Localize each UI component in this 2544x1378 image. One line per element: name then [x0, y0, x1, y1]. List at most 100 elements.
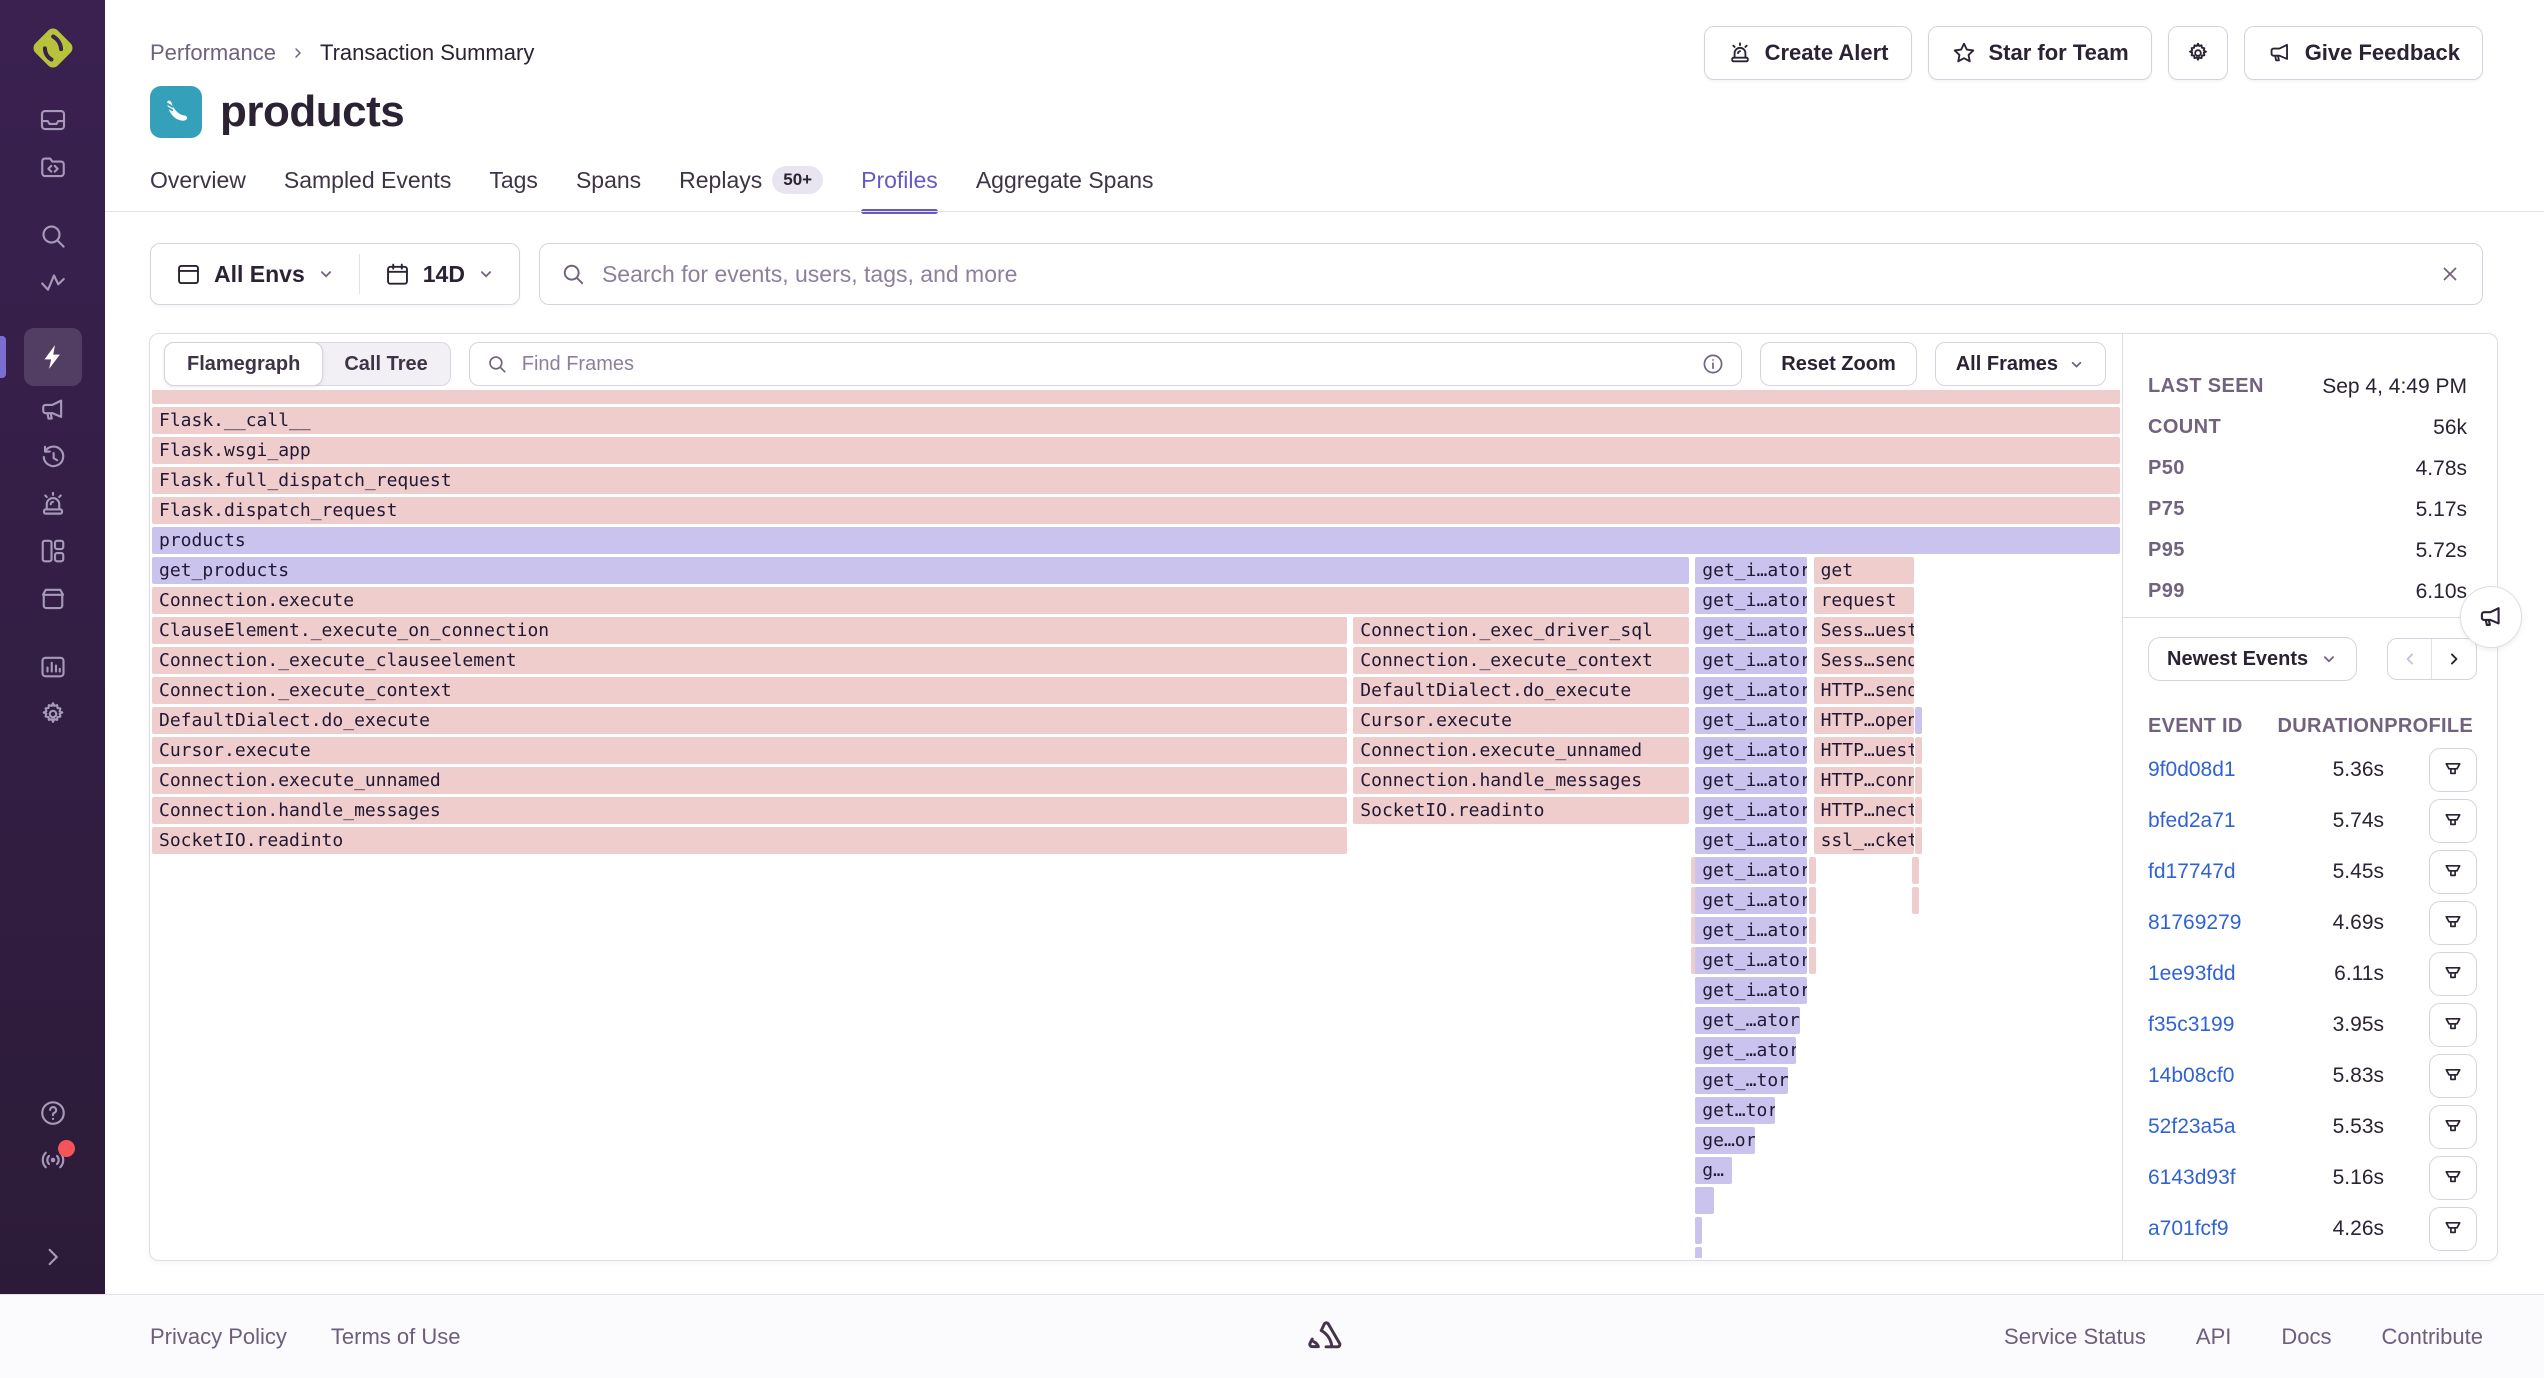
flame-frame[interactable]: Flask.wsgi_app: [152, 437, 2120, 464]
sidebar-item-settings[interactable]: [0, 690, 105, 737]
footer-link-service-status[interactable]: Service Status: [2004, 1323, 2146, 1349]
flame-frame[interactable]: get_i…ator: [1695, 797, 1808, 824]
sidebar-item-stats[interactable]: [0, 643, 105, 690]
flame-frame[interactable]: get_…ator: [1695, 1007, 1801, 1034]
date-range-selector[interactable]: 14D: [360, 244, 519, 304]
flame-frame[interactable]: get_i…ator: [1695, 917, 1808, 944]
flame-frame[interactable]: Connection.handle_messages: [1353, 767, 1689, 794]
flame-frame[interactable]: [1912, 857, 1920, 884]
event-id-link[interactable]: 1ee93fdd: [2148, 961, 2236, 985]
flame-frame[interactable]: get_i…ator: [1695, 977, 1808, 1004]
flame-frame[interactable]: HTTP…open: [1813, 707, 1915, 734]
flame-frame[interactable]: [1808, 947, 1816, 974]
flame-frame[interactable]: get_i…ator: [1695, 707, 1808, 734]
flame-frame[interactable]: HTTP…nect: [1813, 797, 1915, 824]
event-id-link[interactable]: 6143d93f: [2148, 1165, 2236, 1189]
open-profile-button[interactable]: [2429, 1053, 2477, 1098]
flame-frame[interactable]: [1915, 827, 1923, 854]
flame-frame[interactable]: get…tor: [1695, 1097, 1776, 1124]
flame-frame[interactable]: [1915, 767, 1923, 794]
event-id-link[interactable]: a701fcf9: [2148, 1216, 2229, 1240]
flame-frame[interactable]: get_i…ator: [1695, 737, 1808, 764]
star-for-team-button[interactable]: Star for Team: [1927, 26, 2152, 80]
footer-link-privacy-policy[interactable]: Privacy Policy: [150, 1323, 287, 1349]
footer-link-docs[interactable]: Docs: [2281, 1323, 2332, 1349]
flame-frame[interactable]: get_i…ator: [1695, 677, 1808, 704]
sidebar-item-alerts[interactable]: [0, 480, 105, 527]
flame-frame[interactable]: Connection.handle_messages: [152, 797, 1347, 824]
breadcrumb-performance[interactable]: Performance: [150, 40, 276, 65]
sidebar-item-whats-new[interactable]: [0, 1136, 105, 1183]
flame-frame[interactable]: Flask.full_dispatch_request: [152, 467, 2120, 494]
sidebar-item-explore[interactable]: [0, 212, 105, 259]
flamegraph[interactable]: Flask.__call__ Flask.wsgi_app Flask.full_d…: [152, 390, 2120, 1258]
footer-link-contribute[interactable]: Contribute: [2381, 1323, 2483, 1349]
flame-frame[interactable]: Sess…uest: [1813, 617, 1915, 644]
flame-frame[interactable]: [1695, 1247, 1703, 1258]
clear-search-icon[interactable]: [2438, 262, 2462, 286]
flame-frame[interactable]: Cursor.execute: [1353, 707, 1689, 734]
open-profile-button[interactable]: [2429, 1104, 2477, 1149]
flame-frame[interactable]: Connection._exec_driver_sql: [1353, 617, 1689, 644]
sidebar-item-dashboards[interactable]: [0, 527, 105, 574]
sidebar-item-user-feedback[interactable]: [0, 386, 105, 433]
flame-frame[interactable]: get_i…ator: [1695, 857, 1808, 884]
open-profile-button[interactable]: [2429, 1155, 2477, 1200]
flame-frame[interactable]: get_i…ator: [1695, 827, 1808, 854]
flame-frame[interactable]: [1915, 797, 1923, 824]
tab-tags[interactable]: Tags: [489, 166, 538, 214]
flame-frame[interactable]: Connection.execute: [152, 587, 1689, 614]
flame-frame[interactable]: Cursor.execute: [152, 737, 1347, 764]
flame-frame[interactable]: [1808, 887, 1816, 914]
flame-frame[interactable]: [1915, 737, 1923, 764]
previous-page-button[interactable]: [2388, 639, 2432, 679]
event-sort-dropdown[interactable]: Newest Events: [2148, 637, 2358, 681]
flame-frame[interactable]: ssl_…cket: [1813, 827, 1915, 854]
tab-aggregate-spans[interactable]: Aggregate Spans: [976, 166, 1154, 214]
open-profile-button[interactable]: [2429, 900, 2477, 945]
tab-sampled-events[interactable]: Sampled Events: [284, 166, 451, 214]
reset-zoom-button[interactable]: Reset Zoom: [1760, 342, 1917, 386]
flame-frame[interactable]: get_i…ator: [1695, 557, 1808, 584]
view-option-flamegraph[interactable]: Flamegraph: [164, 342, 324, 386]
flame-frame[interactable]: DefaultDialect.do_execute: [152, 707, 1347, 734]
flame-frame[interactable]: ClauseElement._execute_on_connection: [152, 617, 1347, 644]
give-feedback-button[interactable]: Give Feedback: [2243, 26, 2483, 80]
tab-profiles[interactable]: Profiles: [861, 166, 938, 214]
sidebar-item-issues[interactable]: [0, 96, 105, 143]
open-profile-button[interactable]: [2429, 951, 2477, 996]
flame-frame[interactable]: [1695, 1217, 1703, 1244]
flame-frame[interactable]: g…: [1695, 1157, 1733, 1184]
tab-overview[interactable]: Overview: [150, 166, 246, 214]
flame-frame[interactable]: DefaultDialect.do_execute: [1353, 677, 1689, 704]
next-page-button[interactable]: [2432, 639, 2476, 679]
flame-frame[interactable]: ge…or: [1695, 1127, 1756, 1154]
flame-frame[interactable]: Flask.__call__: [152, 407, 2120, 434]
event-id-link[interactable]: 52f23a5a: [2148, 1114, 2236, 1138]
flame-frame[interactable]: [1912, 887, 1920, 914]
flame-frame[interactable]: [1695, 1187, 1715, 1214]
event-id-link[interactable]: 81769279: [2148, 910, 2242, 934]
flame-frame[interactable]: get_i…ator: [1695, 887, 1808, 914]
sidebar-item-expand-sidebar[interactable]: [0, 1233, 105, 1280]
flame-frame[interactable]: Connection.execute_unnamed: [1353, 737, 1689, 764]
event-id-link[interactable]: f35c3199: [2148, 1012, 2235, 1036]
flame-frame[interactable]: HTTP…conn: [1813, 767, 1915, 794]
view-option-call-tree[interactable]: Call Tree: [344, 352, 428, 375]
sentry-logo[interactable]: [0, 0, 105, 96]
flame-frame[interactable]: Connection._execute_context: [1353, 647, 1689, 674]
flame-frame[interactable]: get: [1813, 557, 1915, 584]
flame-frame[interactable]: get_i…ator: [1695, 767, 1808, 794]
flame-frame[interactable]: get_…ator: [1695, 1037, 1797, 1064]
flame-frame[interactable]: HTTP…uest: [1813, 737, 1915, 764]
search-input[interactable]: [599, 259, 2424, 289]
settings-button[interactable]: [2167, 26, 2228, 80]
flame-frame[interactable]: get_i…ator: [1695, 647, 1808, 674]
flame-frame[interactable]: [1691, 857, 1699, 884]
flame-frame[interactable]: get_i…ator: [1695, 947, 1808, 974]
sidebar-item-metrics[interactable]: [0, 259, 105, 306]
sidebar-item-projects[interactable]: [0, 143, 105, 190]
flame-frame[interactable]: Connection._execute_context: [152, 677, 1347, 704]
open-profile-button[interactable]: [2429, 1206, 2477, 1251]
find-frames-input[interactable]: [519, 351, 1690, 377]
